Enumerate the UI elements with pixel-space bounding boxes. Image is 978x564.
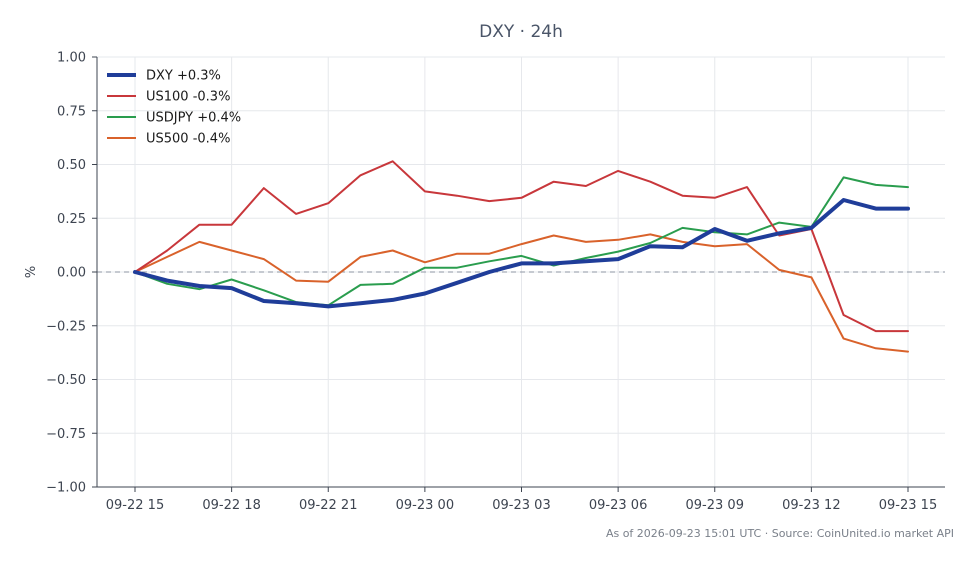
chart-title: DXY · 24h xyxy=(479,22,563,42)
x-tick-label: 09-22 21 xyxy=(299,498,357,513)
x-tick-label: 09-23 15 xyxy=(879,498,937,513)
series-line-usdjpy xyxy=(134,176,909,307)
y-tick-label: −0.50 xyxy=(46,373,86,388)
x-tick-label: 09-23 12 xyxy=(782,498,840,513)
y-tick-label: 0.25 xyxy=(57,212,86,227)
series-line-us100 xyxy=(134,160,909,333)
y-axis-ticks: −1.00 −0.75 −0.50 −0.25 0.00 0.25 0.50 0.75 1.00 xyxy=(46,51,97,496)
x-tick-label: 09-22 15 xyxy=(106,498,164,513)
y-tick-label: −0.75 xyxy=(46,427,86,442)
legend: DXY +0.3% US100 -0.3% USDJPY +0.4% US500 -0… xyxy=(107,69,241,147)
y-tick-label: −0.25 xyxy=(46,319,86,334)
series-line-us500 xyxy=(134,233,909,353)
y-tick-label: 1.00 xyxy=(57,51,86,66)
y-axis-label: % xyxy=(24,266,39,278)
y-tick-label: 0.50 xyxy=(57,158,86,173)
legend-label: US100 -0.3% xyxy=(146,90,230,105)
x-tick-label: 09-23 09 xyxy=(686,498,744,513)
x-axis-ticks: 09-22 15 09-22 18 09-22 21 09-23 00 09-23 03… xyxy=(106,487,937,513)
legend-label: USDJPY +0.4% xyxy=(146,111,241,126)
y-tick-label: −1.00 xyxy=(46,481,86,496)
x-tick-label: 09-23 00 xyxy=(396,498,454,513)
series-lines xyxy=(133,160,910,353)
legend-label: DXY +0.3% xyxy=(146,69,221,84)
x-tick-label: 09-23 03 xyxy=(492,498,550,513)
x-tick-label: 09-22 18 xyxy=(202,498,260,513)
legend-label: US500 -0.4% xyxy=(146,132,230,147)
source-footnote: As of 2026-09-23 15:01 UTC · Source: Coi… xyxy=(606,527,954,540)
series-line-dxy xyxy=(133,198,910,309)
y-tick-label: 0.00 xyxy=(57,266,86,281)
x-tick-label: 09-23 06 xyxy=(589,498,647,513)
y-tick-label: 0.75 xyxy=(57,104,86,119)
